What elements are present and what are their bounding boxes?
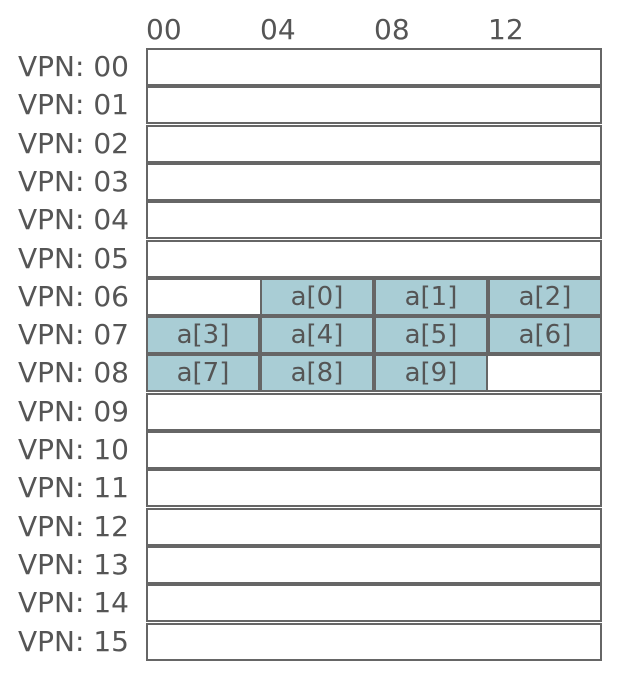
page-row [146, 201, 602, 239]
array-element-cell: a[6] [488, 316, 602, 354]
array-element-cell: a[4] [260, 316, 374, 354]
page-row [146, 546, 602, 584]
column-label-12: 12 [488, 13, 524, 46]
vpn-label: VPN: 13 [18, 548, 129, 581]
page-row [146, 469, 602, 507]
column-label-04: 04 [260, 13, 296, 46]
vpn-label: VPN: 09 [18, 395, 129, 428]
vpn-label: VPN: 05 [18, 242, 129, 275]
array-element-cell: a[2] [488, 278, 602, 316]
page-row [146, 393, 602, 431]
vpn-label: VPN: 15 [18, 625, 129, 658]
vpn-label: VPN: 00 [18, 50, 129, 83]
array-element-cell: a[5] [374, 316, 488, 354]
vpn-label: VPN: 10 [18, 433, 129, 466]
column-label-08: 08 [374, 13, 410, 46]
page-row [146, 584, 602, 622]
vpn-label: VPN: 07 [18, 318, 129, 351]
vpn-label: VPN: 12 [18, 510, 129, 543]
array-element-cell: a[9] [374, 354, 488, 392]
column-label-00: 00 [146, 13, 182, 46]
page-row [146, 163, 602, 201]
array-element-cell: a[8] [260, 354, 374, 392]
page-row [146, 125, 602, 163]
vpn-label: VPN: 06 [18, 280, 129, 313]
vpn-label: VPN: 14 [18, 586, 129, 619]
vpn-label: VPN: 11 [18, 471, 129, 504]
vpn-label: VPN: 08 [18, 356, 129, 389]
array-element-cell: a[3] [146, 316, 260, 354]
array-element-cell: a[1] [374, 278, 488, 316]
page-row [146, 508, 602, 546]
array-element-cell: a[0] [260, 278, 374, 316]
page-row [146, 623, 602, 661]
page-row [146, 86, 602, 124]
vpn-label: VPN: 02 [18, 127, 129, 160]
page-row [146, 48, 602, 86]
array-element-cell: a[7] [146, 354, 260, 392]
vpn-label: VPN: 03 [18, 165, 129, 198]
vpn-label: VPN: 01 [18, 88, 129, 121]
page-row [146, 240, 602, 278]
page-row [146, 431, 602, 469]
vpn-label: VPN: 04 [18, 203, 129, 236]
